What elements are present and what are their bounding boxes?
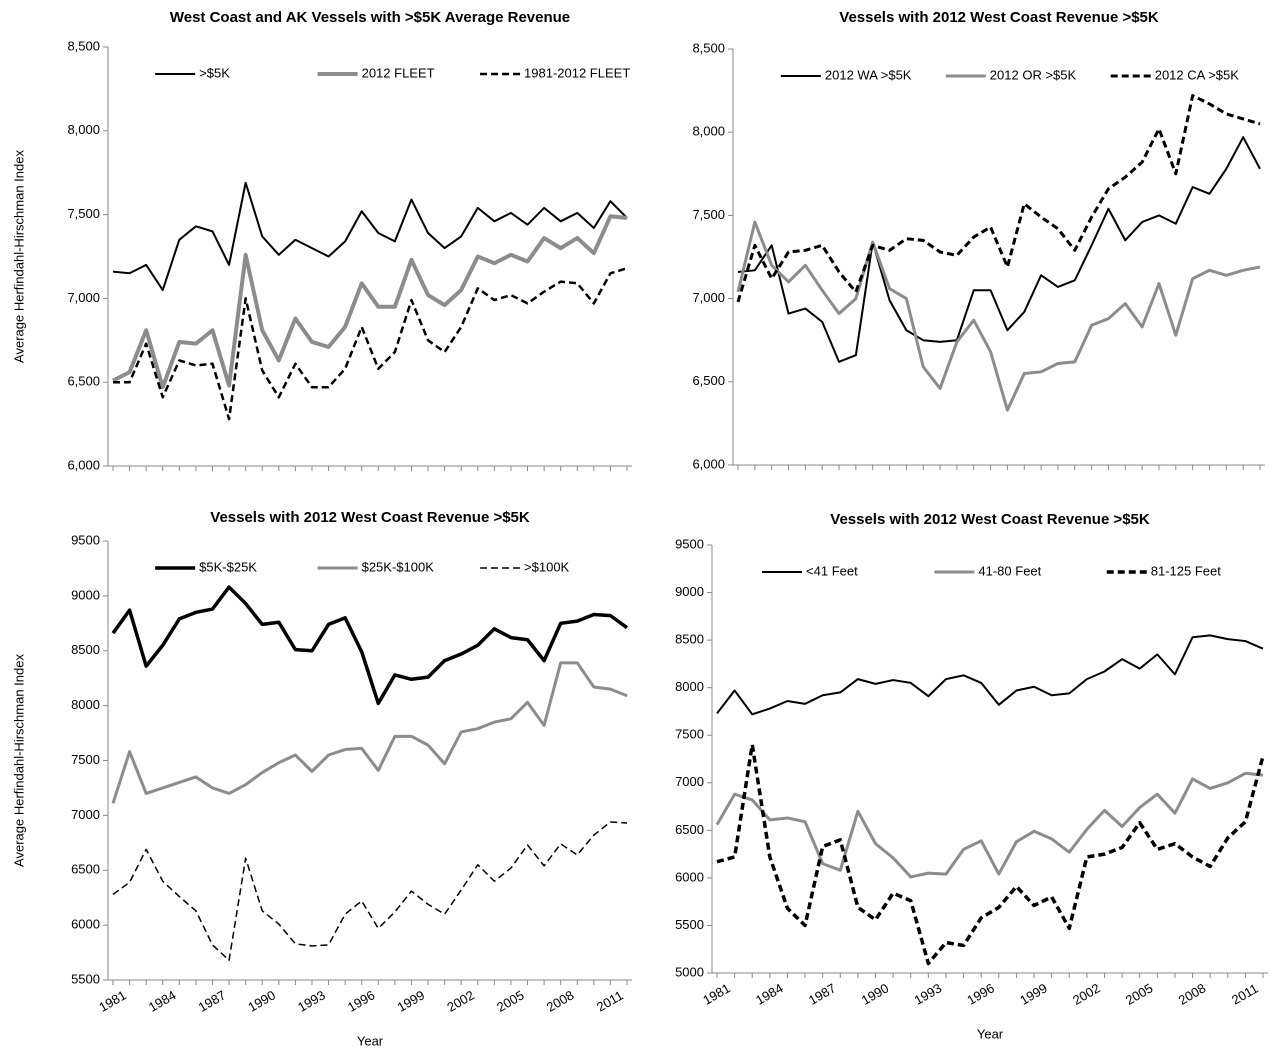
y-axis-label: Average Herfindahl-Hirschman Index (11, 654, 26, 867)
y-tick-label: 9000 (71, 587, 100, 602)
legend-label: 2012 FLEET (362, 65, 435, 80)
legend-label: >$5K (199, 65, 230, 80)
legend-label: 81-125 Feet (1151, 563, 1221, 578)
x-tick-label: 2011 (594, 988, 626, 1015)
x-tick-label: 1999 (395, 987, 428, 1014)
y-tick-label: 7500 (675, 727, 704, 742)
x-tick-label: 1987 (806, 980, 839, 1007)
x-axis-label: Year (977, 1026, 1004, 1041)
chart-title: Vessels with 2012 West Coast Revenue >$5… (830, 511, 1150, 528)
series-line (716, 634, 1264, 716)
x-tick-label: 1987 (196, 987, 229, 1014)
x-tick-label: 1993 (295, 987, 328, 1014)
y-axis-label: Average Herfindahl-Hirschman Index (11, 150, 26, 363)
legend-label: $5K-$25K (199, 559, 257, 574)
x-tick-label: 2011 (1229, 981, 1261, 1008)
y-tick-label: 6,000 (692, 456, 725, 471)
chart-title: West Coast and AK Vessels with >$5K Aver… (170, 9, 570, 26)
y-tick-label: 9500 (675, 536, 704, 551)
x-axis-label: Year (357, 1033, 384, 1048)
legend-label: <41 Feet (806, 563, 858, 578)
y-tick-label: 8,500 (692, 40, 725, 55)
x-tick-label: 1984 (753, 980, 786, 1007)
y-tick-label: 6500 (71, 862, 100, 877)
y-tick-label: 7,000 (692, 290, 725, 305)
y-tick-label: 5500 (71, 971, 100, 986)
series-line (737, 136, 1261, 363)
series-line (736, 220, 1261, 412)
y-tick-label: 6500 (675, 822, 704, 837)
x-tick-label: 2008 (1176, 980, 1209, 1007)
y-tick-label: 9500 (71, 532, 100, 547)
x-tick-label: 2005 (494, 987, 527, 1014)
y-tick-label: 5000 (675, 964, 704, 979)
y-tick-label: 6,500 (692, 373, 725, 388)
y-tick-label: 9000 (675, 584, 704, 599)
series-line (111, 661, 628, 804)
x-tick-label: 1990 (245, 987, 278, 1014)
legend-label: 41-80 Feet (978, 563, 1041, 578)
y-tick-label: 6,500 (67, 374, 100, 389)
y-tick-label: 8,000 (67, 122, 100, 137)
legend-label: 2012 WA >$5K (825, 67, 912, 82)
x-tick-label: 1990 (859, 980, 892, 1007)
x-tick-label: 2002 (1070, 980, 1103, 1007)
legend-label: $25K-$100K (362, 559, 435, 574)
series-line (111, 585, 629, 706)
y-tick-label: 6000 (71, 917, 100, 932)
y-tick-label: 6,000 (67, 457, 100, 472)
y-tick-label: 8,000 (692, 124, 725, 139)
chart-title: Vessels with 2012 West Coast Revenue >$5… (839, 9, 1159, 26)
y-tick-label: 7,500 (692, 207, 725, 222)
legend-label: 1981-2012 FLEET (524, 65, 630, 80)
x-tick-label: 1993 (912, 980, 945, 1007)
series-line (715, 771, 1264, 879)
x-tick-label: 1996 (964, 980, 997, 1007)
y-tick-label: 8000 (71, 697, 100, 712)
x-tick-label: 1984 (146, 987, 179, 1014)
legend-label: 2012 CA >$5K (1155, 67, 1240, 82)
series-line (112, 214, 628, 390)
y-tick-label: 7,500 (67, 206, 100, 221)
x-tick-label: 2008 (544, 987, 577, 1014)
legend-label: >$100K (524, 559, 570, 574)
y-tick-label: 7000 (675, 774, 704, 789)
series-line (112, 821, 628, 961)
y-tick-label: 8000 (675, 679, 704, 694)
chart-title: Vessels with 2012 West Coast Revenue >$5… (210, 509, 530, 526)
x-tick-label: 1999 (1017, 980, 1050, 1007)
y-tick-label: 8500 (675, 632, 704, 647)
y-tick-label: 6000 (675, 869, 704, 884)
y-tick-label: 7,000 (67, 290, 100, 305)
series-line (736, 94, 1261, 303)
y-tick-label: 7500 (71, 752, 100, 767)
y-tick-label: 5500 (675, 917, 704, 932)
x-tick-label: 2002 (444, 987, 477, 1014)
legend-label: 2012 OR >$5K (990, 67, 1077, 82)
series-line (112, 181, 628, 292)
x-tick-label: 1981 (96, 987, 129, 1014)
y-tick-label: 7000 (71, 807, 100, 822)
x-tick-label: 1981 (700, 980, 733, 1007)
y-tick-label: 8,500 (67, 38, 100, 53)
series-line (113, 267, 628, 421)
x-tick-label: 1996 (345, 987, 378, 1014)
x-tick-label: 2005 (1123, 980, 1156, 1007)
series-line (716, 742, 1265, 966)
y-tick-label: 8500 (71, 642, 100, 657)
